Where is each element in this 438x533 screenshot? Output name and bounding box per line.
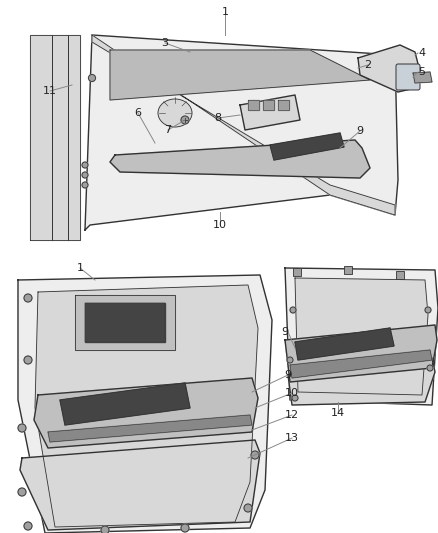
Circle shape — [427, 365, 433, 371]
Polygon shape — [358, 45, 420, 92]
Text: 13: 13 — [285, 433, 299, 443]
Polygon shape — [240, 95, 300, 130]
Polygon shape — [278, 100, 289, 110]
Text: 1: 1 — [77, 263, 84, 273]
Polygon shape — [413, 72, 432, 83]
Text: 9: 9 — [281, 327, 288, 337]
Polygon shape — [285, 325, 437, 382]
Polygon shape — [110, 50, 370, 100]
Polygon shape — [288, 358, 435, 405]
Text: 11: 11 — [43, 86, 57, 96]
Text: 8: 8 — [215, 113, 222, 123]
Polygon shape — [48, 415, 252, 442]
FancyBboxPatch shape — [396, 64, 420, 90]
Circle shape — [18, 488, 26, 496]
Polygon shape — [52, 35, 68, 240]
Circle shape — [251, 451, 259, 459]
Circle shape — [82, 172, 88, 178]
Circle shape — [24, 522, 32, 530]
Circle shape — [18, 424, 26, 432]
Polygon shape — [248, 100, 259, 110]
Circle shape — [290, 307, 296, 313]
Circle shape — [24, 294, 32, 302]
Polygon shape — [68, 35, 80, 240]
Polygon shape — [285, 268, 438, 405]
Polygon shape — [34, 378, 258, 448]
Polygon shape — [92, 35, 395, 215]
Text: 6: 6 — [134, 108, 141, 118]
Text: 10: 10 — [213, 220, 227, 230]
Polygon shape — [85, 303, 165, 342]
Circle shape — [287, 357, 293, 363]
Polygon shape — [295, 278, 428, 395]
Polygon shape — [35, 285, 258, 527]
Polygon shape — [110, 140, 370, 178]
Polygon shape — [295, 328, 394, 360]
Polygon shape — [75, 295, 175, 350]
FancyBboxPatch shape — [293, 268, 301, 276]
Polygon shape — [18, 275, 272, 533]
Circle shape — [24, 356, 32, 364]
Text: 14: 14 — [331, 408, 345, 418]
Text: 5: 5 — [418, 67, 425, 77]
Circle shape — [425, 307, 431, 313]
Polygon shape — [60, 383, 190, 425]
Circle shape — [82, 182, 88, 188]
Polygon shape — [30, 35, 52, 240]
Polygon shape — [263, 100, 274, 110]
Polygon shape — [85, 35, 398, 230]
Polygon shape — [290, 350, 432, 378]
Circle shape — [244, 504, 252, 512]
Text: 1: 1 — [222, 7, 229, 17]
Circle shape — [292, 395, 298, 401]
Circle shape — [88, 75, 95, 82]
Text: 10: 10 — [285, 388, 299, 398]
Text: 3: 3 — [162, 38, 169, 48]
FancyBboxPatch shape — [396, 271, 404, 279]
Polygon shape — [270, 133, 344, 160]
Circle shape — [181, 116, 189, 124]
Circle shape — [82, 162, 88, 168]
Text: 7: 7 — [164, 125, 172, 135]
FancyBboxPatch shape — [344, 266, 352, 274]
Text: 9: 9 — [284, 370, 292, 380]
Text: 12: 12 — [285, 410, 299, 420]
Text: 2: 2 — [364, 60, 371, 70]
Polygon shape — [20, 440, 260, 530]
Circle shape — [101, 526, 109, 533]
Circle shape — [181, 524, 189, 532]
Ellipse shape — [158, 99, 192, 127]
Text: 9: 9 — [357, 126, 364, 136]
Text: 4: 4 — [418, 48, 425, 58]
